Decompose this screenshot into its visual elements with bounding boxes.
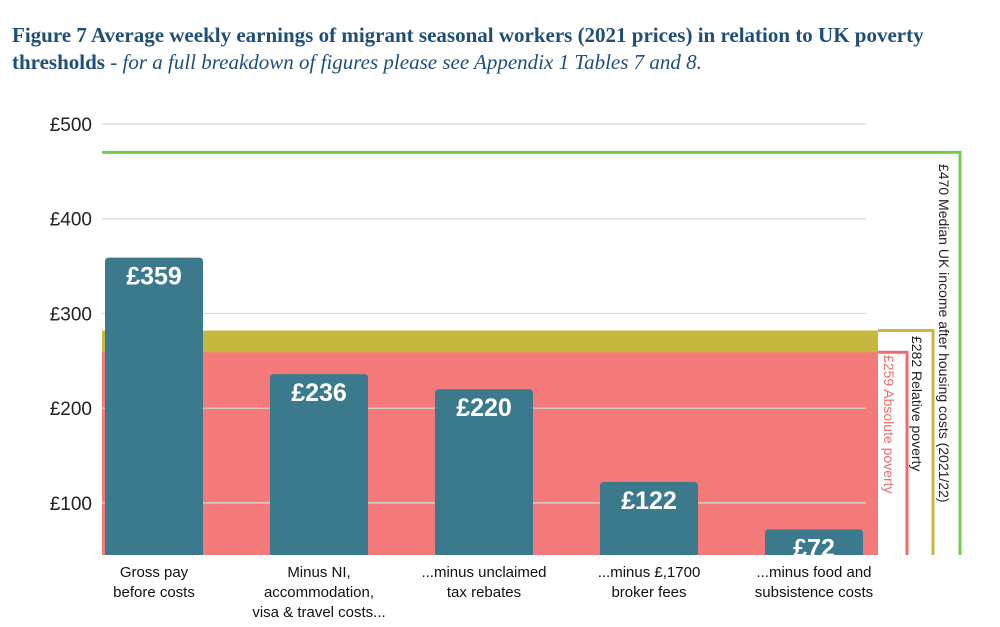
y-tick-label: £200 xyxy=(50,399,92,420)
figure-title-main: Figure 7 Average weekly earnings of migr… xyxy=(12,23,924,74)
bar-value-label: £220 xyxy=(456,394,512,422)
x-category-label: before costs xyxy=(113,584,195,601)
y-tick-label: £400 xyxy=(50,210,92,231)
x-category-label: Minus NI, xyxy=(287,564,350,581)
x-category-label: ...minus unclaimed xyxy=(421,564,546,581)
figure-title: Figure 7 Average weekly earnings of migr… xyxy=(12,22,972,76)
relative-poverty-label: £282 Relative poverty xyxy=(909,336,925,471)
bar xyxy=(765,529,863,555)
absolute-poverty-label: £259 Absolute poverty xyxy=(881,355,897,494)
bar xyxy=(105,257,203,555)
bar xyxy=(270,374,368,555)
relative-poverty-bracket xyxy=(878,329,935,555)
x-category-label: subsistence costs xyxy=(755,584,873,601)
bar xyxy=(435,389,533,555)
bar-value-label: £122 xyxy=(621,487,677,515)
y-tick-label: £500 xyxy=(50,115,92,136)
x-category-label: tax rebates xyxy=(447,584,521,601)
bar-value-label: £359 xyxy=(126,263,182,291)
x-category-label: ...minus £,1700 xyxy=(598,564,701,581)
x-category-label: broker fees xyxy=(611,584,686,601)
figure-title-note: for a full breakdown of figures please s… xyxy=(122,50,702,74)
figure-title-separator: - xyxy=(110,50,123,74)
absolute-poverty-bracket xyxy=(878,350,909,555)
y-tick-label: £100 xyxy=(50,494,92,515)
bar-value-label: £72 xyxy=(793,534,835,562)
y-tick-label: £300 xyxy=(50,304,92,325)
bar xyxy=(600,482,698,555)
median-income-label: £470 Median UK income after housing cost… xyxy=(936,164,952,503)
x-category-label: visa & travel costs... xyxy=(252,604,385,621)
median-income-line xyxy=(102,150,962,555)
bar-value-label: £236 xyxy=(291,379,347,407)
x-category-label: accommodation, xyxy=(264,584,374,601)
x-category-label: Gross pay xyxy=(120,564,189,581)
x-category-label: ...minus food and xyxy=(756,564,871,581)
